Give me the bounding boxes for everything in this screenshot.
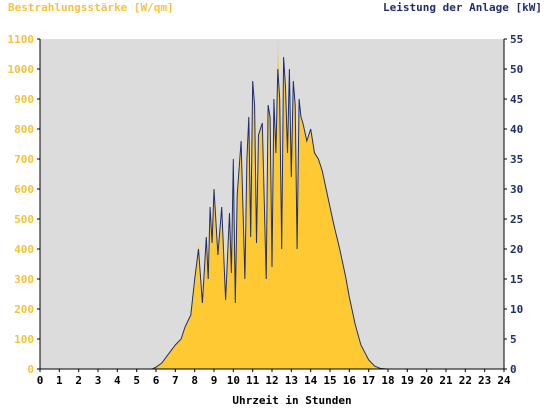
x-tick-label: 13 (285, 374, 298, 387)
left-axis-title: Bestrahlungsstärke [W/qm] (8, 1, 174, 14)
x-axis-ticks: 0 1 2 3 4 5 6 7 8 9 10 11 12 13 14 15 16 17 18 19 20 21 22 23 24 (37, 369, 511, 387)
left-tick-label: 1100 (8, 33, 35, 46)
x-tick-label: 4 (114, 374, 121, 387)
x-tick-label: 2 (75, 374, 82, 387)
irradiance-area (40, 39, 504, 369)
left-tick-label: 700 (14, 153, 34, 166)
x-tick-label: 14 (304, 374, 318, 387)
left-tick-label: 900 (14, 93, 34, 106)
x-tick-label: 24 (497, 374, 511, 387)
x-tick-label: 6 (153, 374, 160, 387)
right-tick-label: 25 (510, 213, 523, 226)
x-tick-label: 21 (439, 374, 453, 387)
x-tick-label: 10 (227, 374, 240, 387)
x-tick-label: 20 (420, 374, 433, 387)
x-tick-label: 1 (56, 374, 63, 387)
left-tick-label: 400 (14, 243, 34, 256)
x-tick-label: 19 (401, 374, 414, 387)
x-tick-label: 11 (246, 374, 260, 387)
x-tick-label: 9 (211, 374, 218, 387)
x-tick-label: 22 (459, 374, 472, 387)
left-tick-label: 300 (14, 273, 34, 286)
left-tick-label: 500 (14, 213, 34, 226)
right-axis-ticks: 0 5 10 15 20 25 30 35 40 45 50 55 (504, 33, 523, 376)
right-axis-title: Leistung der Anlage [kW] (383, 1, 542, 14)
right-tick-label: 45 (510, 93, 523, 106)
x-tick-label: 16 (343, 374, 357, 387)
left-tick-label: 800 (14, 123, 34, 136)
x-tick-label: 15 (323, 374, 336, 387)
right-tick-label: 0 (510, 363, 517, 376)
power-line (40, 56, 504, 370)
x-tick-label: 7 (172, 374, 179, 387)
x-tick-label: 5 (133, 374, 140, 387)
x-tick-label: 12 (265, 374, 278, 387)
x-tick-label: 8 (191, 374, 198, 387)
left-tick-label: 100 (14, 333, 34, 346)
x-axis-title: Uhrzeit in Stunden (232, 394, 352, 407)
x-tick-label: 23 (478, 374, 491, 387)
left-axis-ticks: 0 100 200 300 400 500 600 700 800 900 1000 1100 (8, 33, 40, 376)
right-tick-label: 10 (510, 303, 523, 316)
right-tick-label: 20 (510, 243, 523, 256)
right-tick-label: 30 (510, 183, 523, 196)
left-tick-label: 600 (14, 183, 34, 196)
left-tick-label: 1000 (8, 63, 35, 76)
x-tick-label: 17 (362, 374, 375, 387)
right-tick-label: 55 (510, 33, 523, 46)
right-tick-label: 5 (510, 333, 517, 346)
right-tick-label: 40 (510, 123, 523, 136)
x-tick-label: 3 (95, 374, 102, 387)
x-tick-label: 0 (37, 374, 44, 387)
right-tick-label: 50 (510, 63, 523, 76)
right-tick-label: 35 (510, 153, 523, 166)
left-tick-label: 200 (14, 303, 34, 316)
right-tick-label: 15 (510, 273, 523, 286)
x-tick-label: 18 (381, 374, 394, 387)
left-tick-label: 0 (27, 363, 34, 376)
